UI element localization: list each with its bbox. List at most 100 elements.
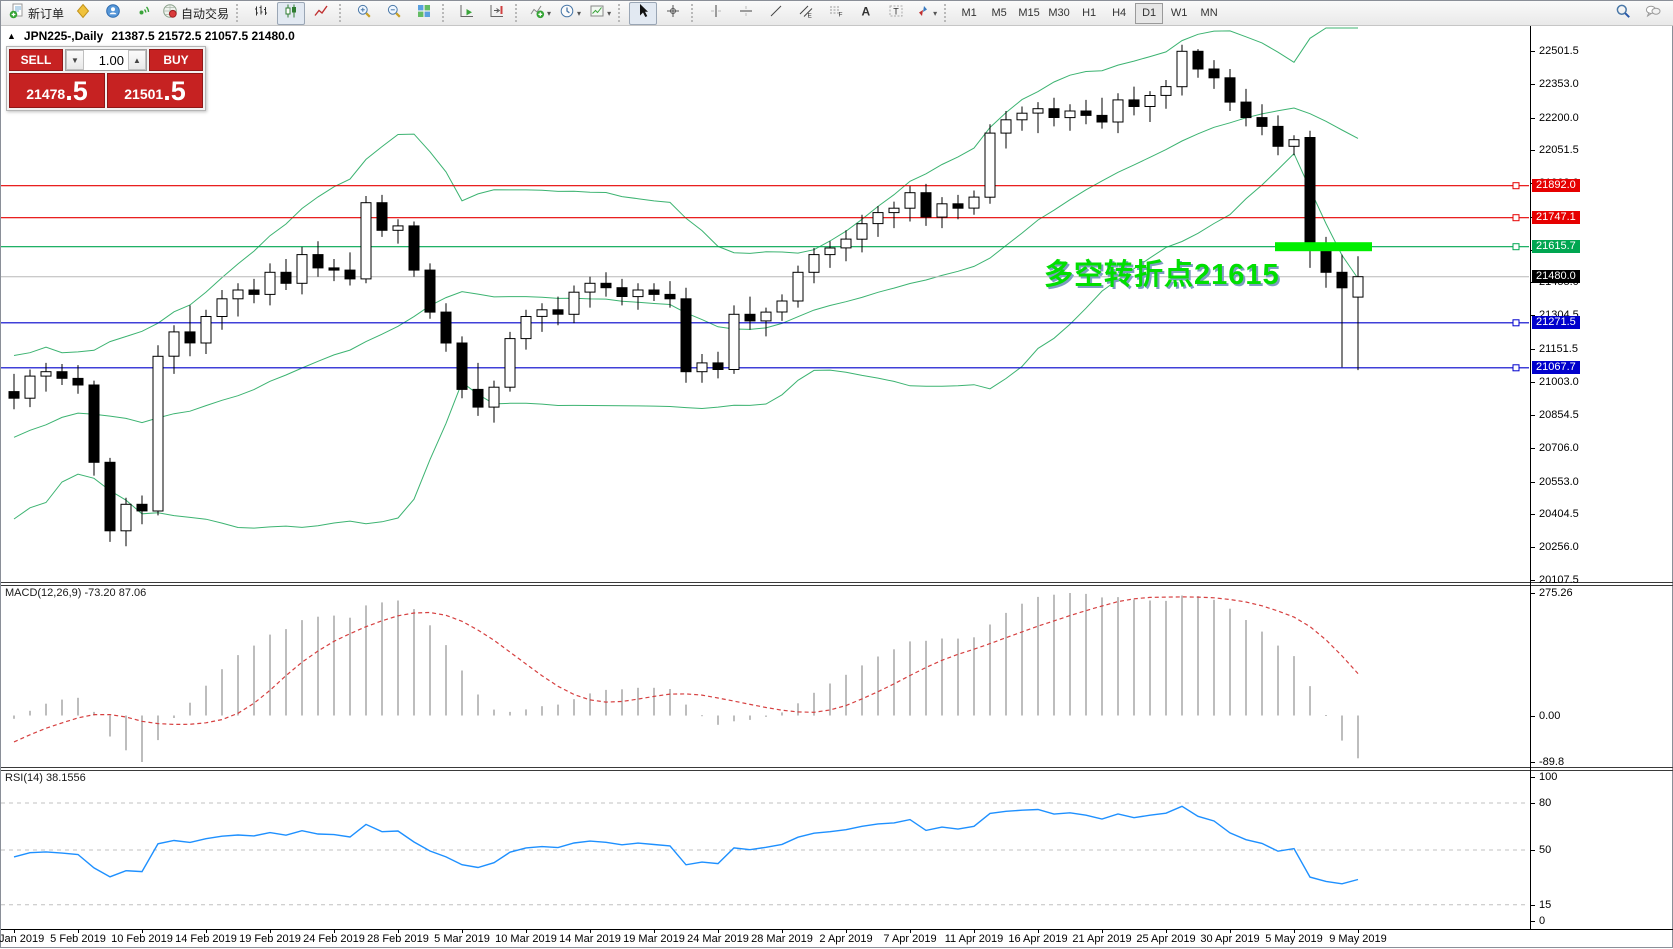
timeframe-m15-button[interactable]: M15 bbox=[1018, 7, 1040, 19]
timeframe-m5-button[interactable]: M5 bbox=[991, 7, 1007, 19]
timeframe-mn-button[interactable]: MN bbox=[1200, 7, 1218, 19]
macd-histogram-bar bbox=[653, 687, 655, 716]
candle bbox=[712, 362, 724, 370]
collapse-icon[interactable]: ▲ bbox=[7, 31, 16, 41]
time-tick-label: 21 Apr 2019 bbox=[1072, 933, 1132, 945]
macd-histogram-bar bbox=[397, 600, 399, 716]
text-icon: A bbox=[858, 3, 874, 24]
axis-tick bbox=[1531, 803, 1535, 804]
timeframe-h4-button[interactable]: H4 bbox=[1112, 7, 1127, 19]
bar-chart-button[interactable] bbox=[247, 2, 275, 25]
signals-button[interactable] bbox=[129, 2, 157, 25]
axis-tick bbox=[1531, 448, 1535, 449]
zoom-out-button[interactable] bbox=[380, 2, 408, 25]
candlestick-icon bbox=[283, 3, 299, 24]
buy-button[interactable]: BUY bbox=[149, 49, 203, 71]
pane-separator[interactable] bbox=[1, 770, 1673, 771]
periods-button[interactable]: ▾ bbox=[556, 2, 584, 25]
line-anchor-marker bbox=[1512, 364, 1520, 372]
chart-shift-button[interactable] bbox=[483, 2, 511, 25]
chart-shift-icon bbox=[489, 3, 505, 24]
sell-price-button[interactable]: 21478.5 bbox=[9, 73, 105, 108]
macd-histogram-bar bbox=[973, 637, 975, 716]
bollinger-band bbox=[13, 27, 1358, 356]
community-button[interactable] bbox=[99, 2, 127, 25]
time-tick-label: 25 Apr 2019 bbox=[1136, 933, 1196, 945]
candlesticks-button[interactable] bbox=[277, 1, 306, 25]
timeframe-m30-button[interactable]: M30 bbox=[1048, 7, 1070, 19]
macd-histogram-bar bbox=[141, 715, 143, 762]
macd-histogram-bar bbox=[541, 706, 543, 716]
axis-tick-label: 20706.0 bbox=[1539, 442, 1579, 454]
bar-chart-icon bbox=[253, 3, 269, 24]
new-order-button[interactable]: 新订单 bbox=[6, 2, 67, 25]
svg-text:E: E bbox=[808, 12, 813, 19]
timeframe-h1-button[interactable]: H1 bbox=[1082, 7, 1097, 19]
axis-tick bbox=[1531, 51, 1535, 52]
text-label-button[interactable]: T bbox=[882, 2, 910, 25]
line-chart-icon bbox=[313, 3, 329, 24]
candle bbox=[728, 313, 740, 370]
equidistant-channel-button[interactable]: E bbox=[792, 2, 820, 25]
candle bbox=[664, 293, 676, 300]
candle bbox=[776, 300, 788, 313]
macd-histogram-bar bbox=[477, 694, 479, 716]
volume-decrease-button[interactable]: ▼ bbox=[66, 50, 84, 70]
text-button[interactable]: A bbox=[852, 2, 880, 25]
axis-tick-label: 20256.0 bbox=[1539, 541, 1579, 553]
candle bbox=[1208, 68, 1220, 79]
macd-histogram-bar bbox=[861, 665, 863, 716]
macd-histogram-bar bbox=[1245, 620, 1247, 716]
chat-button[interactable] bbox=[1639, 2, 1667, 25]
horizontal-line-button[interactable] bbox=[732, 2, 760, 25]
timeframe-w1-button[interactable]: W1 bbox=[1170, 7, 1188, 19]
auto-trading-button[interactable]: 自动交易 bbox=[159, 2, 232, 25]
time-tick bbox=[846, 930, 847, 933]
zoom-in-button[interactable] bbox=[350, 2, 378, 25]
trendline-button[interactable] bbox=[762, 2, 790, 25]
pane-separator[interactable] bbox=[1, 582, 1673, 583]
volume-input[interactable]: 1.00 bbox=[98, 52, 124, 68]
fibonacci-button[interactable]: F bbox=[822, 2, 850, 25]
pane-separator[interactable] bbox=[1, 585, 1673, 586]
candle bbox=[24, 375, 36, 399]
candle bbox=[120, 503, 132, 532]
axis-tick bbox=[1531, 514, 1535, 515]
candle bbox=[408, 225, 420, 271]
timeframe-d1-button[interactable]: D1 bbox=[1135, 2, 1164, 24]
macd-histogram-bar bbox=[365, 605, 367, 716]
candle bbox=[248, 289, 260, 295]
crosshair-button[interactable] bbox=[659, 2, 687, 25]
candle bbox=[280, 271, 292, 284]
templates-button[interactable]: ▾ bbox=[586, 2, 614, 25]
sell-button[interactable]: SELL bbox=[9, 49, 63, 71]
line-chart-button[interactable] bbox=[307, 2, 335, 25]
tile-windows-button[interactable] bbox=[410, 2, 438, 25]
macd-histogram-bar bbox=[205, 685, 207, 716]
svg-text:A: A bbox=[862, 4, 871, 18]
vertical-line-button[interactable] bbox=[702, 2, 730, 25]
axis-tick bbox=[1531, 762, 1535, 763]
auto-trading-label: 自动交易 bbox=[181, 6, 230, 21]
candle bbox=[632, 289, 644, 298]
cursor-button[interactable] bbox=[629, 1, 658, 25]
axis-tick bbox=[1531, 777, 1535, 778]
volume-increase-button[interactable]: ▲ bbox=[128, 50, 146, 70]
rsi-line bbox=[13, 805, 1359, 885]
auto-scroll-button[interactable] bbox=[453, 2, 481, 25]
indicators-button[interactable]: ▾ bbox=[526, 2, 554, 25]
axis-tick bbox=[1531, 905, 1535, 906]
crosshair-icon bbox=[665, 3, 681, 24]
pane-separator[interactable] bbox=[1, 767, 1673, 768]
time-tick-label: 16 Apr 2019 bbox=[1008, 933, 1068, 945]
macd-histogram-bar bbox=[1037, 596, 1039, 716]
time-tick bbox=[334, 930, 335, 933]
timeframe-m1-button[interactable]: M1 bbox=[961, 7, 977, 19]
buy-price-button[interactable]: 21501.5 bbox=[107, 73, 203, 108]
metaeditor-button[interactable] bbox=[69, 2, 97, 25]
candle bbox=[1144, 95, 1156, 107]
search-button[interactable] bbox=[1609, 2, 1637, 25]
arrows-button[interactable]: ▾ bbox=[912, 2, 940, 25]
